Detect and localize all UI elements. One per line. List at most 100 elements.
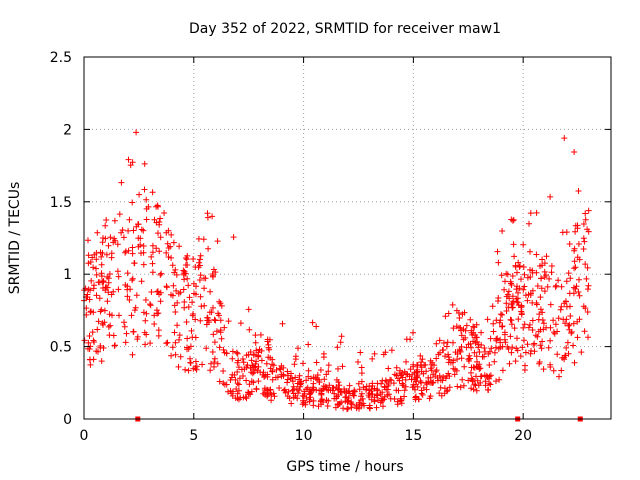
data-point — [306, 388, 313, 395]
data-point — [94, 326, 101, 333]
data-point — [321, 376, 328, 383]
data-point — [240, 359, 247, 366]
data-point — [499, 311, 506, 318]
data-point — [411, 376, 418, 382]
data-point — [427, 365, 434, 372]
data-point — [140, 243, 147, 249]
data-point — [508, 349, 515, 356]
data-point — [156, 221, 163, 228]
data-point — [385, 365, 392, 372]
data-point — [246, 381, 253, 388]
data-point — [205, 245, 212, 252]
data-point — [558, 303, 565, 310]
data-point — [539, 338, 546, 345]
data-point — [154, 202, 161, 209]
data-point — [471, 324, 478, 331]
data-point — [439, 347, 446, 353]
data-point — [475, 363, 482, 370]
data-point — [476, 349, 483, 355]
data-point — [318, 396, 325, 403]
data-point — [397, 395, 404, 402]
data-point — [91, 282, 97, 289]
data-point — [203, 345, 210, 352]
data-point — [129, 244, 136, 251]
data-point — [164, 339, 171, 346]
data-point — [499, 343, 506, 350]
data-point — [508, 280, 514, 287]
data-point — [547, 364, 554, 370]
data-point — [227, 377, 234, 383]
data-point — [246, 326, 253, 333]
data-point — [445, 370, 452, 377]
data-point — [181, 299, 188, 305]
data-point — [509, 293, 516, 300]
data-point — [423, 368, 430, 375]
data-point — [129, 277, 136, 284]
data-point — [164, 240, 171, 247]
data-point — [181, 276, 188, 283]
data-point — [539, 256, 546, 263]
data-point — [168, 291, 174, 298]
y-tick-label: 2 — [63, 122, 72, 138]
data-point — [355, 380, 362, 387]
data-point — [563, 303, 570, 310]
data-point — [565, 270, 572, 277]
data-point — [564, 339, 571, 346]
data-point — [373, 404, 380, 411]
data-point — [197, 317, 204, 324]
data-point — [300, 360, 306, 367]
data-point — [103, 284, 110, 291]
data-point — [196, 277, 203, 283]
data-point — [206, 309, 213, 316]
data-point — [538, 275, 545, 282]
data-point — [140, 261, 147, 268]
data-point — [371, 394, 378, 401]
data-point — [93, 348, 100, 355]
data-point — [168, 352, 175, 359]
data-point — [460, 382, 467, 389]
data-point — [155, 310, 162, 317]
data-point — [276, 385, 283, 391]
data-point — [175, 363, 182, 370]
data-point — [207, 288, 214, 295]
data-point — [522, 349, 529, 356]
data-point — [363, 386, 369, 393]
data-point — [540, 366, 547, 373]
data-point — [575, 241, 582, 247]
chart-title: Day 352 of 2022, SRMTID for receiver maw… — [189, 21, 501, 37]
data-point — [174, 299, 181, 306]
data-point — [197, 272, 204, 279]
data-point — [200, 236, 207, 243]
data-point — [452, 366, 459, 373]
data-point — [497, 317, 504, 324]
data-point — [85, 237, 91, 244]
data-point — [125, 227, 132, 234]
data-point — [511, 253, 518, 260]
data-point — [503, 300, 510, 307]
data-point — [572, 264, 579, 271]
data-point — [141, 329, 148, 336]
data-point — [446, 384, 453, 391]
data-point — [471, 349, 478, 356]
data-point — [445, 354, 452, 361]
data-point — [536, 359, 543, 365]
data-point — [520, 324, 527, 331]
data-point — [425, 374, 432, 381]
data-point — [499, 228, 506, 234]
data-point — [381, 393, 388, 400]
x-tick-label: 10 — [295, 428, 313, 444]
data-point — [530, 341, 537, 348]
data-point — [281, 386, 288, 393]
x-axis-label: GPS time / hours — [286, 459, 403, 475]
data-point — [514, 269, 520, 276]
data-point — [91, 339, 98, 345]
data-point — [380, 351, 387, 358]
data-point — [563, 278, 570, 285]
data-point — [403, 358, 409, 365]
data-point — [524, 341, 531, 348]
data-point — [371, 350, 378, 357]
data-point — [102, 235, 109, 242]
data-point — [236, 387, 242, 394]
data-point — [187, 355, 193, 362]
data-point — [294, 395, 301, 402]
